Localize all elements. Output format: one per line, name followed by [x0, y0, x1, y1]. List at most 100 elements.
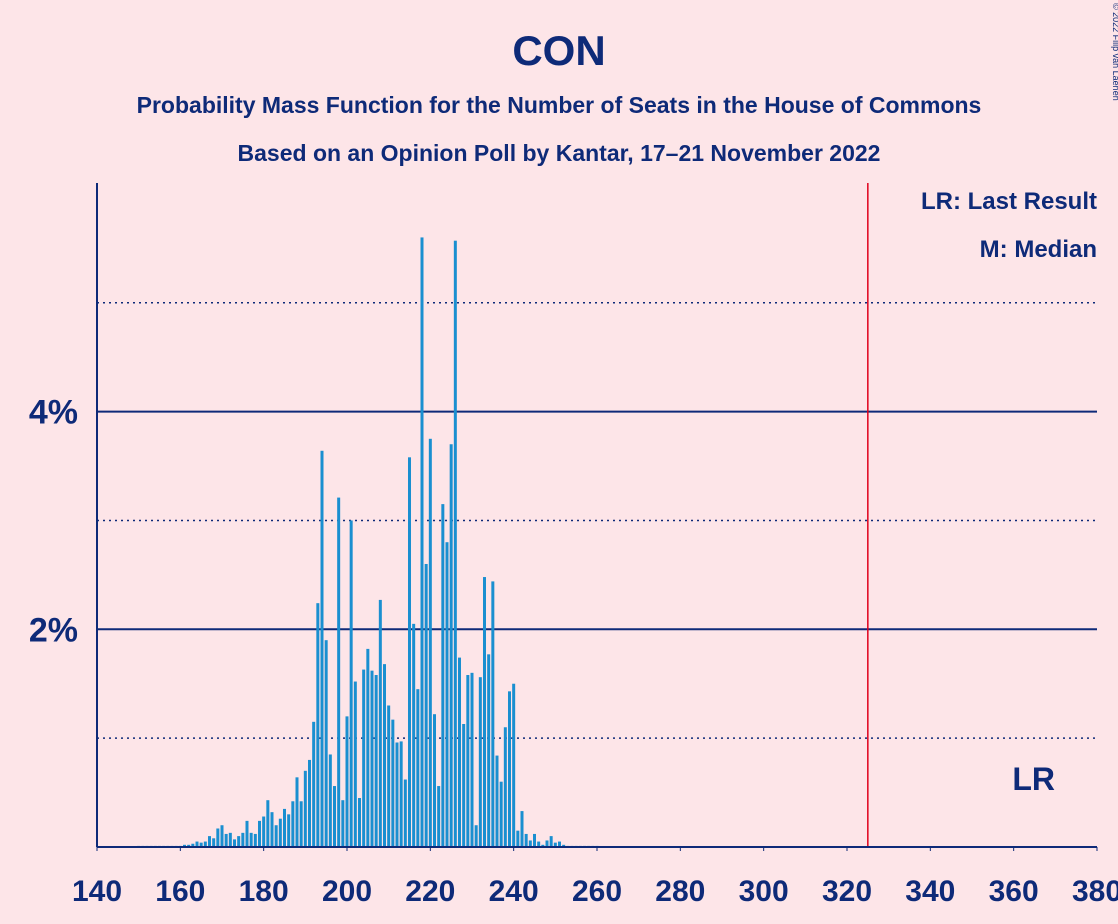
bar: [228, 832, 232, 847]
bar: [262, 816, 266, 847]
bar: [408, 457, 411, 847]
x-tick-label: 300: [739, 875, 789, 908]
bar: [520, 811, 524, 847]
legend-text: LR: Last Result: [921, 188, 1097, 215]
bar: [328, 754, 332, 847]
bar: [362, 669, 366, 847]
bar: [291, 801, 295, 847]
chart-subtitle: Probability Mass Function for the Number…: [137, 92, 982, 118]
bar: [233, 839, 236, 847]
bar: [558, 841, 561, 847]
bar: [337, 497, 341, 847]
x-tick-label: 320: [822, 875, 872, 908]
x-tick-label: 240: [489, 875, 539, 908]
bar: [445, 542, 449, 847]
bar: [420, 237, 424, 848]
bar: [191, 843, 195, 847]
bar: [524, 833, 528, 847]
bar: [187, 844, 191, 847]
bar: [441, 504, 445, 847]
bar: [199, 842, 203, 847]
bar: [212, 838, 216, 847]
copyright: © 2022 Filip van Laenen: [1111, 3, 1118, 101]
bar: [320, 450, 324, 847]
legend-text: M: Median: [980, 236, 1097, 263]
bar: [399, 741, 403, 847]
bar: [466, 675, 470, 847]
bar: [474, 825, 478, 847]
x-tick-label: 280: [655, 875, 705, 908]
bar: [249, 832, 253, 847]
bar: [258, 820, 261, 847]
bar: [274, 825, 278, 847]
y-tick-label: 2%: [29, 611, 78, 649]
bar: [333, 786, 336, 847]
bar: [224, 833, 228, 847]
bar: [295, 777, 299, 847]
bar: [383, 664, 386, 847]
bar: [495, 755, 499, 847]
bar: [562, 844, 566, 847]
bar: [374, 675, 378, 847]
bar: [453, 240, 457, 848]
y-tick-label: 4%: [29, 394, 78, 432]
x-tick-label: 380: [1072, 875, 1118, 908]
bar: [483, 577, 486, 847]
bar: [553, 842, 557, 847]
bar: [491, 581, 495, 847]
bar: [324, 640, 328, 847]
bar: [528, 840, 532, 847]
bar: [358, 798, 361, 847]
bar: [424, 563, 428, 847]
x-tick-label: 260: [572, 875, 622, 908]
bar: [478, 677, 482, 847]
x-tick-label: 340: [905, 875, 955, 908]
bar: [312, 721, 316, 847]
bar: [237, 836, 241, 847]
bar: [395, 742, 399, 847]
bar: [470, 672, 474, 847]
bar: [537, 841, 541, 847]
bar: [366, 648, 370, 847]
bar: [512, 683, 516, 847]
bar: [266, 800, 270, 847]
bar: [545, 840, 549, 847]
bar: [403, 779, 407, 847]
bar: [349, 520, 353, 847]
bar: [549, 836, 553, 847]
bar: [283, 808, 286, 847]
bar: [508, 691, 511, 847]
x-tick-label: 140: [72, 875, 122, 908]
bar: [387, 705, 391, 847]
bar: [391, 719, 395, 847]
x-tick-label: 160: [155, 875, 205, 908]
chart-title: CON: [512, 27, 605, 74]
bar: [316, 603, 320, 847]
bar: [299, 801, 303, 847]
bar: [241, 832, 245, 847]
last-result-label: LR: [1012, 761, 1055, 797]
x-tick-label: 180: [239, 875, 289, 908]
bar: [353, 681, 357, 847]
bar: [503, 727, 507, 847]
bar: [220, 825, 224, 847]
bar: [487, 654, 491, 847]
bar: [270, 812, 274, 847]
bar: [345, 716, 349, 847]
bar: [449, 444, 453, 847]
x-tick-label: 220: [405, 875, 455, 908]
bar: [412, 623, 416, 847]
bar: [195, 841, 199, 847]
bar: [458, 657, 461, 847]
bar: [516, 830, 520, 847]
bar: [533, 833, 536, 847]
bar: [428, 438, 432, 847]
bar: [303, 770, 307, 847]
x-tick-label: 360: [989, 875, 1039, 908]
bar: [416, 689, 420, 847]
x-tick-label: 200: [322, 875, 372, 908]
bar: [370, 670, 374, 847]
bar: [499, 781, 503, 847]
bar: [245, 820, 249, 847]
